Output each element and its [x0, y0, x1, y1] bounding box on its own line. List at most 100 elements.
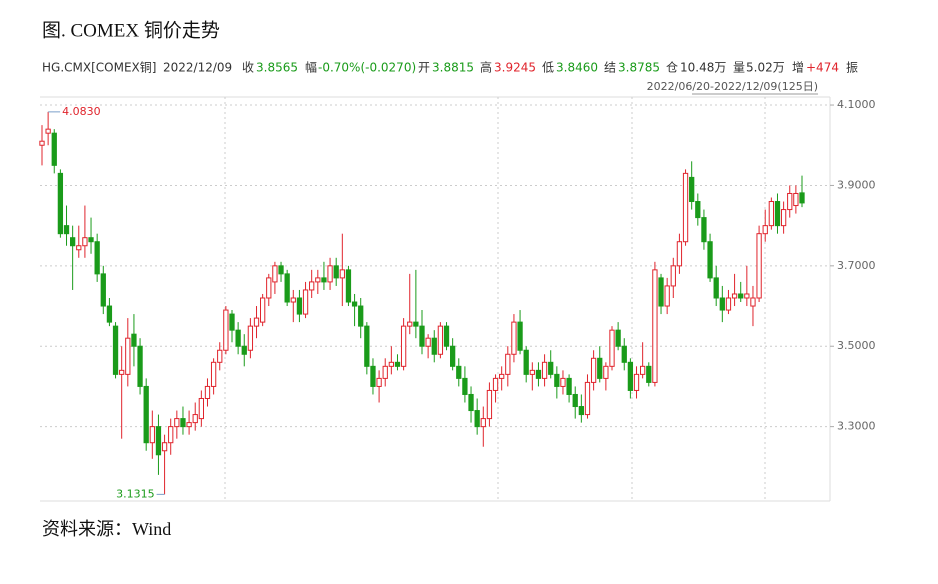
candle-body [253, 317, 260, 327]
candle-body [63, 225, 70, 235]
candle-body [149, 426, 155, 444]
candle-body [633, 373, 640, 391]
candle-body [646, 365, 652, 383]
candle-body [456, 365, 462, 379]
candle-body [682, 172, 689, 243]
candle-body [260, 297, 266, 323]
candle-body [106, 305, 113, 323]
candle-body [670, 265, 676, 287]
candle-body [358, 305, 364, 327]
quote-value: 5.02万 [746, 61, 785, 75]
candle-body [125, 337, 131, 375]
candle-body [719, 297, 725, 311]
quote-label: 低 [542, 61, 554, 75]
candle-body [744, 293, 750, 299]
candle-body [474, 410, 480, 428]
candle-body [725, 297, 732, 311]
candle-body [541, 361, 548, 379]
candle-body [394, 361, 401, 367]
candle-body [443, 325, 450, 347]
candle-body [511, 321, 517, 355]
candle-body [676, 241, 683, 267]
chart-title: 图. COMEX 铜价走势 [42, 19, 220, 41]
candle-body [750, 297, 756, 307]
candle-body [652, 269, 658, 383]
candle-body [70, 237, 76, 247]
candle-body [603, 365, 609, 379]
quote-label: 量 [733, 61, 745, 75]
candle-body [523, 349, 529, 375]
candle-body [119, 369, 125, 375]
quote-value: 3.8565 [256, 61, 298, 75]
candle-body [364, 325, 370, 367]
candle-body [210, 361, 217, 387]
candle-body [707, 241, 713, 279]
candle-body [51, 132, 57, 166]
candle-body [419, 325, 425, 347]
candle-body [180, 418, 186, 428]
candle-body [731, 293, 738, 299]
y-tick-label: 3.5000 [837, 339, 876, 352]
candle-body [272, 265, 278, 283]
candle-body [100, 273, 106, 307]
candle-body [584, 381, 591, 416]
candle-body [566, 377, 572, 395]
candle-body [689, 176, 695, 203]
candle-body [572, 393, 578, 408]
candle-body [560, 377, 566, 387]
date-grid [224, 97, 766, 501]
candle-body [756, 233, 762, 299]
quote-value: -0.70%(-0.0270) [318, 61, 416, 75]
candle-body [290, 297, 296, 303]
candle-body [529, 369, 535, 375]
candle-body [382, 365, 388, 379]
candle-body [768, 201, 774, 227]
candle-body [333, 265, 339, 279]
candle-body [413, 321, 419, 327]
candle-body [204, 385, 211, 399]
candle-body [505, 353, 511, 375]
candle-body [327, 265, 333, 283]
quote-label: 高 [480, 60, 492, 75]
max-label: 4.0830 [62, 105, 100, 118]
candle-body [787, 192, 793, 211]
candle-body [235, 329, 241, 347]
candle-body [774, 201, 781, 227]
candle-body [174, 418, 180, 428]
quote-value: 10.48万 [680, 61, 726, 75]
candle-body [799, 192, 805, 204]
candle-body [39, 140, 45, 146]
candle-body [57, 172, 64, 235]
quote-label: 振 [846, 61, 858, 75]
candle-body [535, 369, 542, 379]
candle-body [468, 393, 474, 412]
candle-body [296, 297, 303, 315]
candle-body [88, 237, 94, 243]
candle-body [554, 373, 560, 387]
quote-label: 仓 [666, 61, 678, 75]
candle-body [45, 128, 51, 134]
candle-body [609, 329, 615, 367]
candle-body [462, 377, 468, 395]
candle-body [627, 361, 634, 391]
candle-body [302, 289, 309, 315]
candle-body [278, 265, 284, 275]
candle-body [640, 365, 646, 375]
candle-body [597, 357, 603, 379]
candle-body [713, 277, 719, 299]
candle-body [407, 321, 413, 327]
candle-body [315, 277, 321, 283]
candle-body [480, 418, 486, 428]
quote-label: 幅 [305, 60, 317, 75]
y-tick-label: 4.1000 [837, 98, 876, 111]
candle-body [345, 269, 352, 303]
candle-body [370, 365, 376, 387]
candle-body [247, 325, 254, 351]
candle-body [131, 333, 137, 347]
candle-body [217, 349, 223, 363]
candle-body [168, 426, 174, 444]
candle-body [658, 277, 664, 307]
candle-body [351, 301, 358, 307]
candle-body [186, 422, 192, 428]
candle-body [284, 273, 290, 303]
